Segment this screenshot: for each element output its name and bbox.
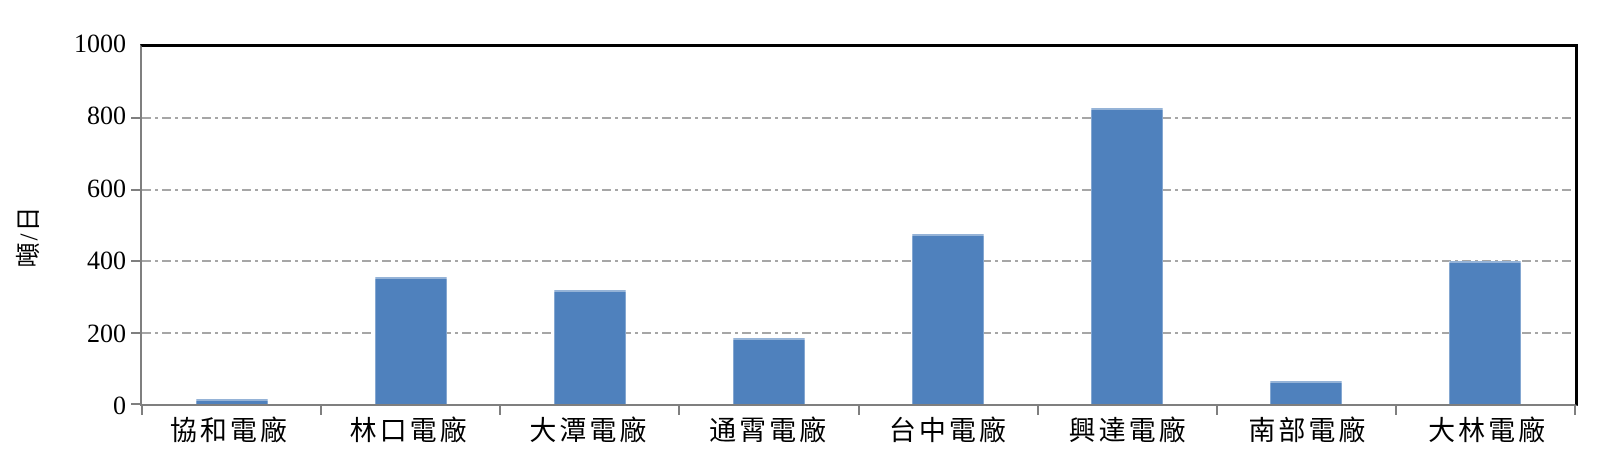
y-tick-label-200: 200	[87, 318, 126, 348]
bar-7-南部電廠	[1270, 380, 1343, 404]
y-tick-mark-600	[131, 188, 141, 191]
x-tick-mark-8	[1574, 406, 1576, 415]
y-tick-mark-0	[131, 403, 141, 405]
y-tick-label-1000: 1000	[74, 29, 126, 58]
x-tick-mark-6	[1215, 406, 1218, 415]
y-tick-mark-400	[131, 260, 141, 263]
gridline-800	[142, 117, 1575, 120]
x-tick-label-4: 通霄電廠	[709, 416, 830, 446]
y-tick-mark-800	[131, 117, 141, 120]
x-tick-mark-5	[1036, 406, 1039, 415]
x-tick-mark-3	[678, 406, 681, 415]
x-tick-mark-4	[857, 406, 860, 415]
y-tick-mark-200	[131, 331, 141, 334]
plot-area	[131, 44, 1578, 415]
x-tick-mark-1	[320, 406, 323, 415]
x-tick-label-6: 興達電廠	[1068, 416, 1189, 446]
x-tick-label-3: 大潭電廠	[529, 416, 650, 446]
y-tick-label-800: 800	[87, 101, 126, 131]
x-tick-label-7: 南部電廠	[1248, 416, 1369, 446]
x-tick-label-2: 林口電廠	[349, 416, 470, 446]
x-tick-label-1: 協和電廠	[169, 416, 290, 446]
bar-6-興達電廠	[1091, 108, 1164, 404]
bar-1-協和電廠	[195, 398, 268, 404]
gridline-200	[142, 331, 1575, 334]
bar-8-大林電廠	[1449, 261, 1522, 404]
x-tick-label-5: 台中電廠	[888, 416, 1009, 446]
gridline-600	[142, 188, 1575, 191]
bar-3-大潭電廠	[553, 289, 626, 404]
y-tick-label-400: 400	[87, 246, 126, 276]
y-tick-label-0: 0	[113, 391, 126, 420]
gridline-400	[142, 260, 1575, 263]
bar-2-林口電廠	[374, 277, 447, 404]
x-tick-label-8: 大林電廠	[1428, 416, 1549, 446]
x-tick-mark-2	[499, 406, 502, 415]
x-tick-mark-7	[1394, 406, 1397, 415]
x-tick-mark-0	[141, 406, 143, 415]
y-tick-label-600: 600	[87, 173, 126, 203]
bar-4-通霄電廠	[732, 337, 805, 404]
bar-5-台中電廠	[912, 234, 985, 404]
